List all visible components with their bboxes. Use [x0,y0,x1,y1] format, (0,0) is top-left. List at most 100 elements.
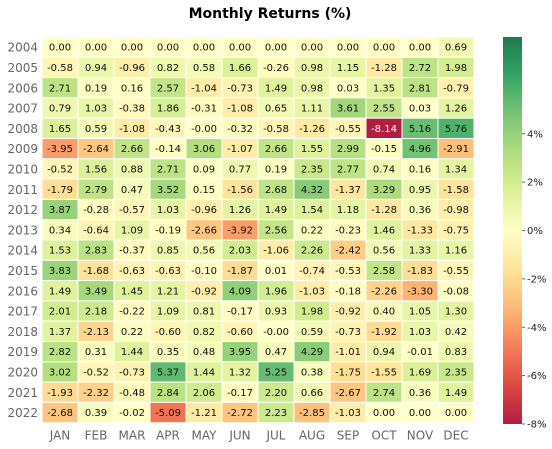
cell-value-label: -2.64 [83,144,109,155]
cell-value-label: 0.58 [193,63,215,74]
cell-value-label: 1.49 [445,388,467,399]
x-tick-label: JAN [49,429,71,443]
cell-value-label: 0.00 [85,43,107,54]
y-axis-years: 2004 2005 2006 2007 2008 2009 2010 2011 2012 2013… [7,41,38,420]
cell-value-label: -0.63 [155,266,181,277]
cell-value-label: 1.35 [373,83,395,94]
cell-value-label: 0.47 [265,347,287,358]
cell-value-label: 2.68 [265,185,287,196]
cell-value-label: 1.18 [337,205,359,216]
y-tick-label: 2016 [7,284,38,298]
cell-value-label: 0.00 [49,43,71,54]
cell-value-label: -2.26 [371,286,397,297]
colorbar-tick-label: -6% [527,371,546,382]
cell-value-label: 1.33 [409,246,431,257]
y-tick-label: 2007 [7,102,38,116]
cell-value-label: 1.30 [445,307,467,318]
cell-value-label: 0.00 [445,408,467,419]
cell-value-label: 1.96 [265,286,287,297]
cell-value-label: 2.71 [157,164,179,175]
cell-value-label: 2.71 [49,83,71,94]
y-tick-label: 2013 [7,223,38,237]
cell-value-label: -0.73 [227,83,253,94]
cell-value-label: 0.56 [373,246,395,257]
x-tick-label: FEB [85,429,108,443]
y-tick-label: 2014 [7,244,38,258]
cell-value-label: 0.88 [121,164,143,175]
cell-value-label: 1.09 [121,225,143,236]
cell-value-label: -0.55 [443,266,469,277]
cell-value-label: 0.35 [157,347,179,358]
cell-value-label: -0.57 [119,205,145,216]
cell-value-label: 1.15 [337,63,359,74]
cell-value-label: -1.08 [227,104,253,115]
cell-value-label: 2.18 [85,307,107,318]
cell-value-label: 0.03 [409,104,431,115]
cell-value-label: 3.95 [229,347,251,358]
y-tick-label: 2004 [7,41,38,55]
cell-value-label: 0.98 [301,83,323,94]
cell-value-label: -0.63 [119,266,145,277]
cell-value-label: 0.00 [409,408,431,419]
cell-value-label: 0.34 [49,225,71,236]
x-tick-label: NOV [407,429,434,443]
cell-value-label: -0.60 [227,327,253,338]
cell-value-label: 0.95 [409,185,431,196]
cell-value-label: 2.58 [373,266,395,277]
cell-value-label: 0.93 [265,307,287,318]
y-tick-label: 2008 [7,122,38,136]
cell-value-label: -0.96 [119,63,145,74]
cell-value-label: -0.58 [263,124,289,135]
cell-value-label: -0.17 [227,388,253,399]
cell-value-label: 0.66 [301,388,323,399]
cell-value-label: -3.95 [47,144,73,155]
cell-value-label: 0.65 [265,104,287,115]
cell-value-label: 4.96 [409,144,431,155]
cell-value-label: -1.58 [443,185,469,196]
cell-value-label: 1.03 [85,104,107,115]
cell-value-label: 2.23 [265,408,287,419]
cell-value-label: -0.58 [47,63,73,74]
x-tick-label: DEC [443,429,468,443]
cell-value-label: 1.54 [301,205,323,216]
cell-value-label: -2.72 [227,408,253,419]
cell-value-label: 3.87 [49,205,71,216]
x-tick-label: MAY [192,429,218,443]
cell-value-label: 2.06 [193,388,215,399]
cell-value-label: -1.06 [263,246,289,257]
cell-value-label: 0.74 [373,164,395,175]
cell-value-label: -0.60 [155,327,181,338]
cell-value-label: -0.75 [443,225,469,236]
cell-value-label: 2.83 [85,246,107,257]
y-tick-label: 2017 [7,305,38,319]
y-tick-label: 2022 [7,406,38,420]
cell-value-label: 1.53 [49,246,71,257]
cell-value-label: -0.23 [335,225,361,236]
x-axis-months: JAN FEB MAR APR MAY JUN JUL AUG SEP OCT NOV DEC [49,429,469,443]
cell-value-label: 0.00 [337,43,359,54]
x-tick-label: SEP [337,429,359,443]
cell-value-label: -0.22 [119,307,145,318]
cell-value-label: 0.15 [193,185,215,196]
cell-value-label: 2.57 [157,83,179,94]
cell-value-label: -0.31 [191,104,217,115]
y-tick-label: 2010 [7,162,38,176]
cell-value-label: -8.14 [371,124,397,135]
colorbar-tick-label: -2% [527,274,546,285]
y-tick-label: 2015 [7,264,38,278]
cell-value-label: 0.47 [121,185,143,196]
cell-value-label: 5.76 [445,124,467,135]
heatmap-cell [437,401,475,424]
cell-value-label: 0.94 [85,63,107,74]
cell-value-label: -0.10 [191,266,217,277]
cell-value-label: -1.08 [119,124,145,135]
cell-value-label: 0.98 [301,63,323,74]
cell-value-label: 1.44 [121,347,143,358]
cell-value-label: 2.35 [445,367,467,378]
cell-value-label: 2.79 [85,185,107,196]
y-tick-label: 2005 [7,61,38,75]
cell-value-label: 5.16 [409,124,431,135]
cell-value-label: -3.92 [227,225,253,236]
cell-value-label: -2.66 [191,225,217,236]
cell-value-label: -0.92 [335,307,361,318]
